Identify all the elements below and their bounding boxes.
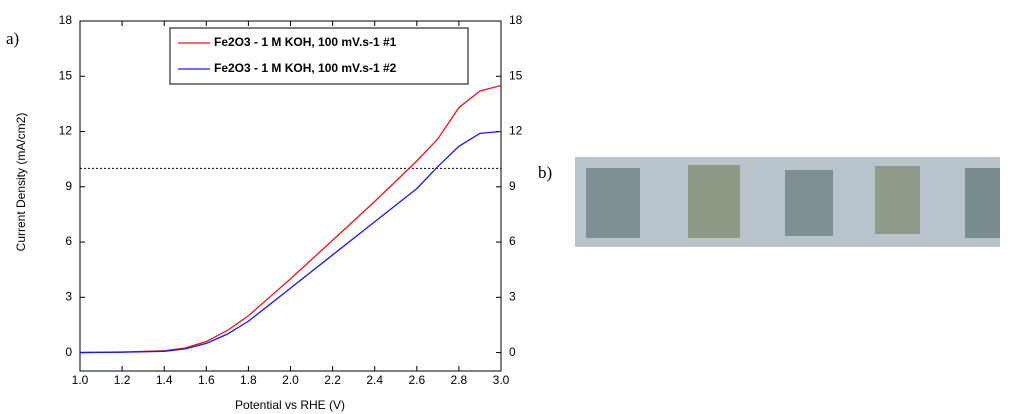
- sample: [785, 170, 833, 236]
- y-tick-label: 6: [65, 234, 72, 248]
- x-tick-label: 1.0: [72, 373, 89, 387]
- x-tick-label: 2.8: [451, 373, 468, 387]
- legend-label: Fe2O3 - 1 M KOH, 100 mV.s-1 #1: [214, 35, 397, 49]
- y-tick-label: 18: [59, 13, 73, 27]
- x-tick-label: 1.8: [240, 373, 257, 387]
- y2-tick-label: 6: [509, 234, 516, 248]
- y-tick-label: 15: [59, 68, 73, 82]
- legend-label: Fe2O3 - 1 M KOH, 100 mV.s-1 #2: [214, 61, 397, 75]
- y2-tick-label: 9: [509, 179, 516, 193]
- data-line: [79, 130, 502, 354]
- x-tick-label: 1.4: [156, 373, 173, 387]
- x-tick-label: 2.0: [282, 373, 299, 387]
- y-tick-label: 3: [65, 289, 72, 303]
- x-tick-label: 2.4: [366, 373, 383, 387]
- x-tick-label: 1.2: [114, 373, 131, 387]
- photo: [575, 157, 1000, 247]
- data-line: [79, 84, 502, 354]
- y2-tick-label: 18: [509, 13, 523, 27]
- x-axis-label: Potential vs RHE (V): [235, 398, 345, 412]
- x-tick-label: 2.6: [408, 373, 425, 387]
- y2-tick-label: 15: [509, 68, 523, 82]
- x-tick-label: 1.6: [198, 373, 215, 387]
- y-tick-label: 12: [59, 124, 73, 138]
- y2-tick-label: 0: [509, 345, 516, 359]
- x-tick-label: 3.0: [493, 373, 510, 387]
- sample: [875, 166, 920, 234]
- sample: [965, 168, 1000, 238]
- sample: [586, 168, 640, 238]
- y-tick-label: 0: [65, 345, 72, 359]
- y2-tick-label: 3: [509, 289, 516, 303]
- x-tick-label: 2.2: [324, 373, 341, 387]
- y2-tick-label: 12: [509, 124, 523, 138]
- y-axis-label: Current Density (mA/cm2): [14, 113, 28, 252]
- legend-box: [169, 27, 469, 85]
- panel-label: a): [6, 29, 19, 48]
- y-tick-label: 9: [65, 179, 72, 193]
- sample: [688, 165, 740, 238]
- panel-label: b): [538, 163, 552, 182]
